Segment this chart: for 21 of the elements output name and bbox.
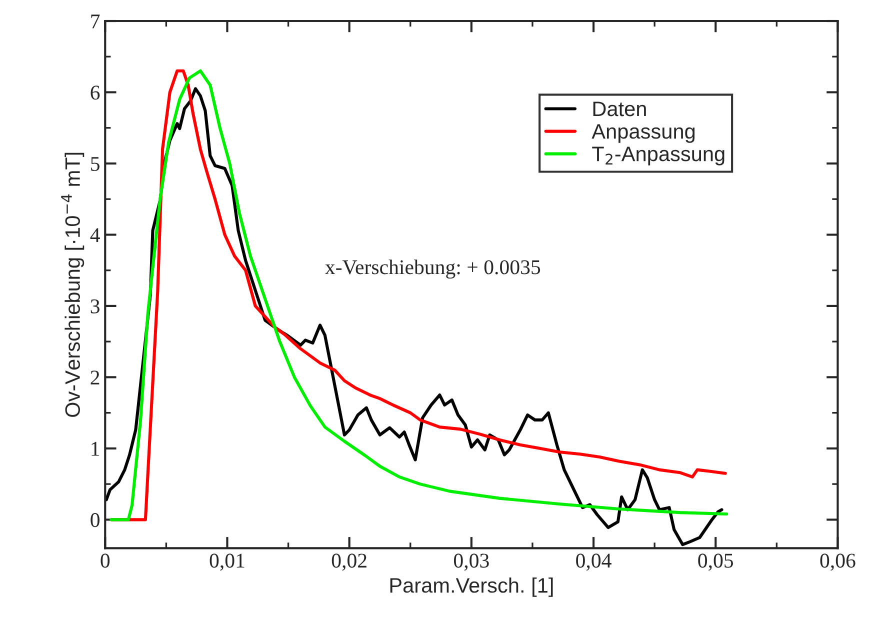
y-tick-label: 4 [90, 228, 100, 242]
y-tick-label: 6 [90, 86, 100, 100]
x-tick-label: 0,06 [820, 554, 856, 571]
annotation: x-Verschiebung: + 0.0035 [325, 260, 540, 279]
x-tick-label: 0,03 [454, 554, 489, 571]
x-tick-label: 0,02 [332, 554, 366, 571]
legend-label: T$_{2}$-Anpassung [592, 146, 724, 166]
y-tick-label: 7 [91, 14, 100, 28]
x-tick-label: 0,05 [698, 554, 734, 571]
x-tick-label: 0 [100, 554, 110, 568]
y-axis-title: Ov-Verschiebung [·10$^{−4}$ mT] [61, 152, 84, 417]
y-tick-label: 1 [92, 442, 100, 456]
y-tick-label: 3 [90, 299, 100, 314]
x-axis-title: Param.Versch. [1] [390, 577, 553, 597]
y-tick-label: 2 [90, 370, 100, 384]
x-tick-label: 0,01 [210, 554, 244, 571]
legend-label: Daten [593, 102, 646, 116]
y-tick-label: 5 [91, 157, 100, 171]
legend-label: Anpassung [592, 124, 695, 143]
x-tick-label: 0,04 [576, 554, 612, 571]
y-tick-label: 0 [90, 513, 100, 528]
